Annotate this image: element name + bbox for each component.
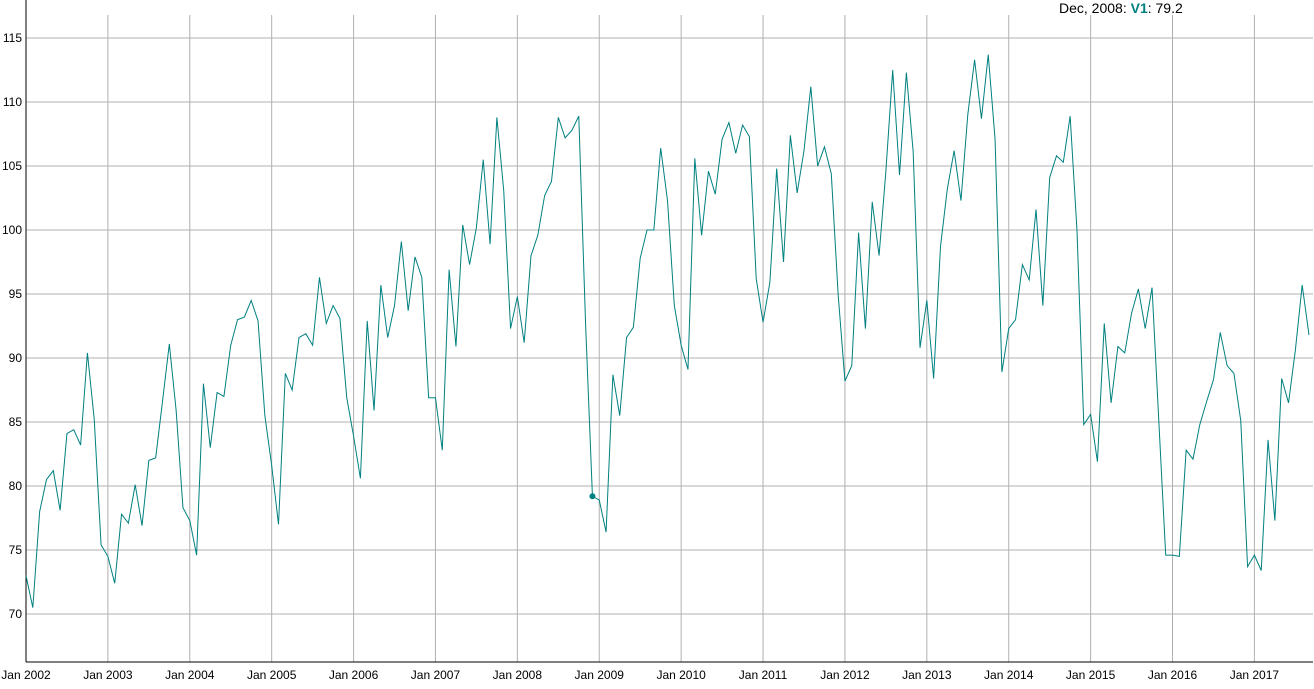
y-tick-label: 100 — [2, 223, 22, 237]
data-line — [25, 54, 1310, 608]
x-tick-label: Jan 2016 — [1148, 668, 1198, 682]
x-tick-label: Jan 2007 — [411, 668, 461, 682]
y-tick-label: 85 — [9, 415, 23, 429]
highlight-series: V1 — [1130, 0, 1148, 16]
highlight-legend: Dec, 2008: V1: 79.2 — [1059, 0, 1183, 16]
y-tick-label: 115 — [3, 31, 22, 45]
x-tick-label: Jan 2012 — [820, 668, 870, 682]
y-tick-label: 105 — [2, 159, 22, 173]
highlight-date: Dec, 2008: — [1059, 0, 1127, 16]
y-tick-label: 90 — [9, 351, 23, 365]
x-tick-label: Jan 2005 — [247, 668, 297, 682]
x-tick-label: Jan 2017 — [1230, 668, 1280, 682]
highlight-value: : 79.2 — [1147, 0, 1183, 16]
x-tick-label: Jan 2003 — [83, 668, 133, 682]
x-tick-label: Jan 2002 — [1, 668, 51, 682]
y-tick-label: 75 — [9, 543, 23, 557]
y-tick-label: 70 — [9, 607, 23, 621]
x-tick-label: Jan 2006 — [329, 668, 379, 682]
y-tick-label: 95 — [9, 287, 23, 301]
x-tick-label: Jan 2011 — [739, 668, 788, 682]
y-tick-label: 110 — [3, 95, 22, 109]
x-tick-label: Jan 2015 — [1066, 668, 1116, 682]
x-tick-label: Jan 2014 — [984, 668, 1034, 682]
x-tick-label: Jan 2010 — [656, 668, 706, 682]
x-tick-label: Jan 2004 — [165, 668, 215, 682]
highlight-point — [589, 493, 596, 500]
x-tick-label: Jan 2008 — [493, 668, 543, 682]
x-tick-label: Jan 2009 — [575, 668, 625, 682]
x-tick-label: Jan 2013 — [902, 668, 952, 682]
y-tick-label: 80 — [9, 479, 23, 493]
